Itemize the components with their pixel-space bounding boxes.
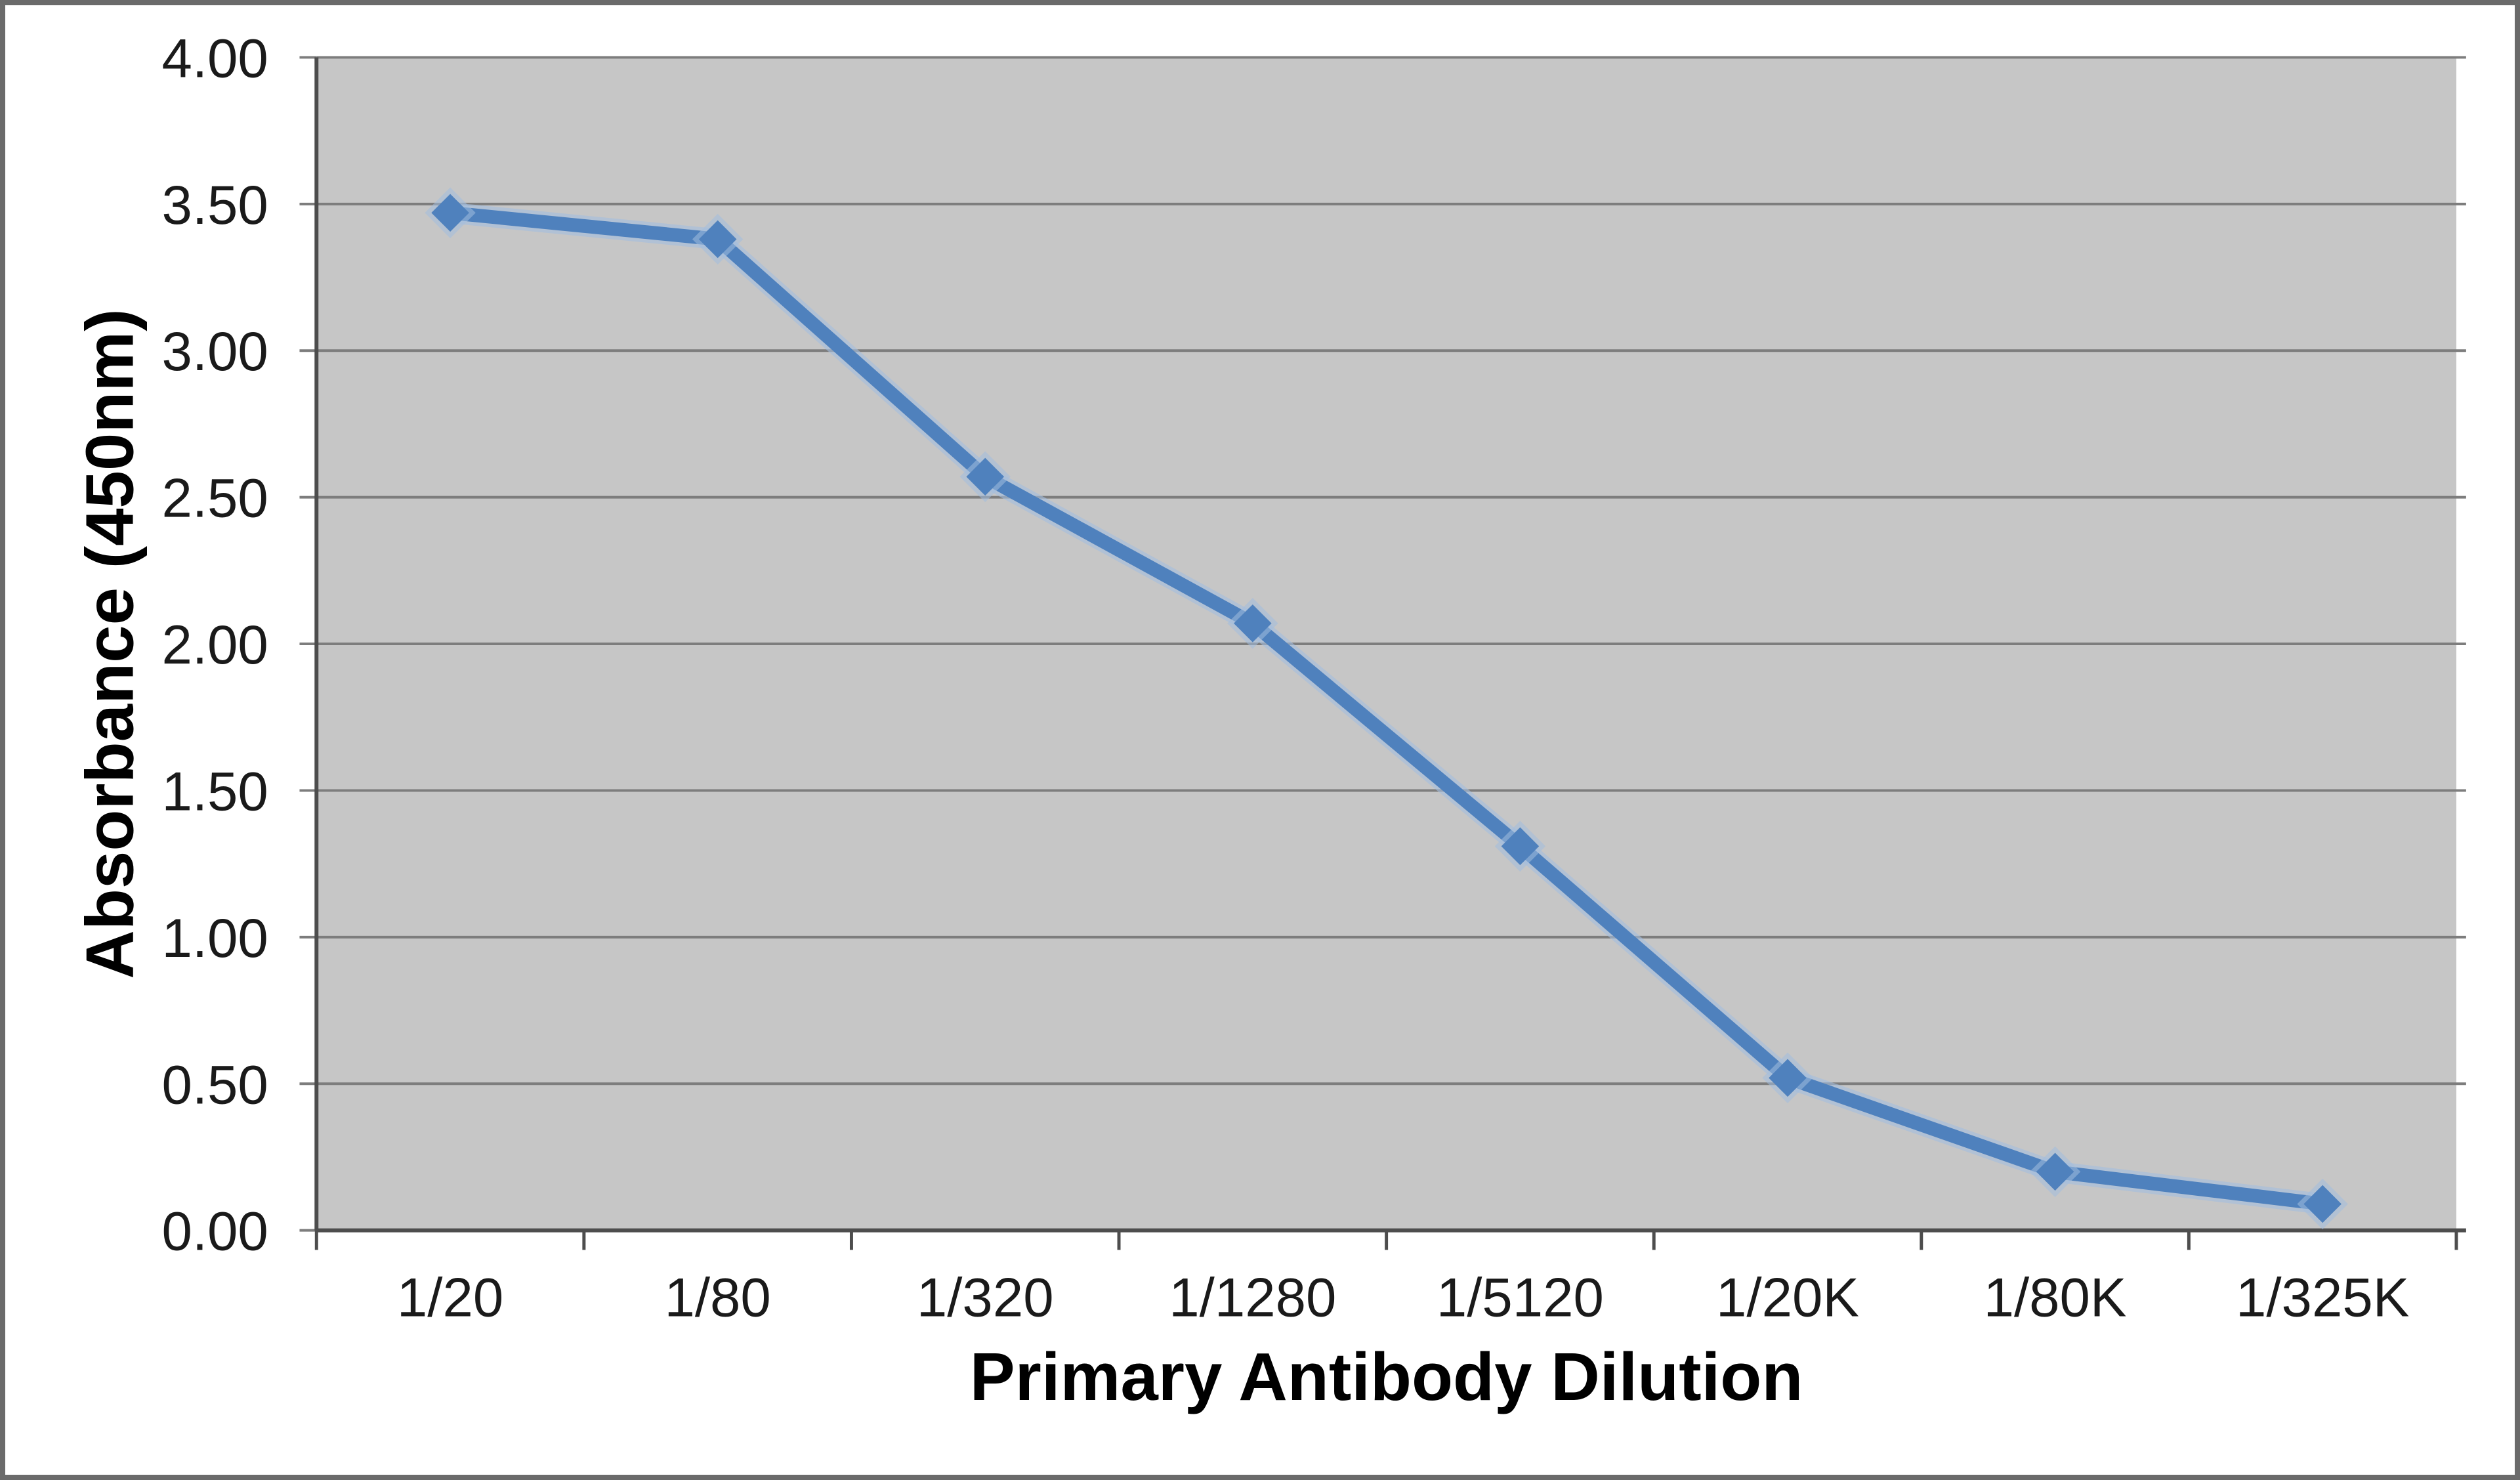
x-tick-label: 1/1280 [1169, 1267, 1336, 1328]
y-tick-label: 3.50 [161, 175, 268, 236]
x-tick-label: 1/325K [2236, 1267, 2409, 1328]
y-tick-label: 4.00 [161, 28, 268, 89]
data-point [698, 220, 737, 259]
elisa-titration-line-chart: 0.00 0.50 1.00 1.50 2.00 2.50 3.00 3.50 4.00 1/2… [72, 28, 2466, 1414]
y-tick-label: 0.00 [161, 1201, 268, 1262]
x-tick-label: 1/80K [1984, 1267, 2127, 1328]
series-line [443, 205, 2330, 1211]
y-tick-label: 2.00 [161, 614, 268, 675]
x-tick-label: 1/320 [917, 1267, 1054, 1328]
x-tick-label: 1/80 [664, 1267, 770, 1328]
axis-lines [314, 57, 2466, 1233]
data-point [2303, 1185, 2342, 1223]
y-tick-label: 2.50 [161, 468, 268, 529]
x-axis-title: Primary Antibody Dilution [970, 1339, 1803, 1414]
y-tick-labels: 0.00 0.50 1.00 1.50 2.00 2.50 3.00 3.50 4.00 [161, 28, 268, 1261]
x-tick-label: 1/5120 [1437, 1267, 1604, 1328]
x-tick-labels: 1/20 1/80 1/320 1/1280 1/5120 1/20K 1/80K 1/325… [397, 1267, 2409, 1328]
y-tick-label: 0.50 [161, 1054, 268, 1115]
y-tick-label: 1.50 [161, 761, 268, 822]
y-tick-marks [299, 56, 317, 1232]
series-line-path [443, 205, 2330, 1211]
gridlines [316, 56, 2466, 1086]
x-tick-label: 1/20 [397, 1267, 503, 1328]
y-axis-title: Absorbance (450nm) [72, 308, 147, 979]
y-tick-label: 1.00 [161, 908, 268, 969]
x-tick-label: 1/20K [1716, 1267, 1859, 1328]
y-tick-label: 3.00 [161, 321, 268, 382]
x-tick-marks [314, 1230, 2458, 1250]
data-point [431, 194, 469, 232]
